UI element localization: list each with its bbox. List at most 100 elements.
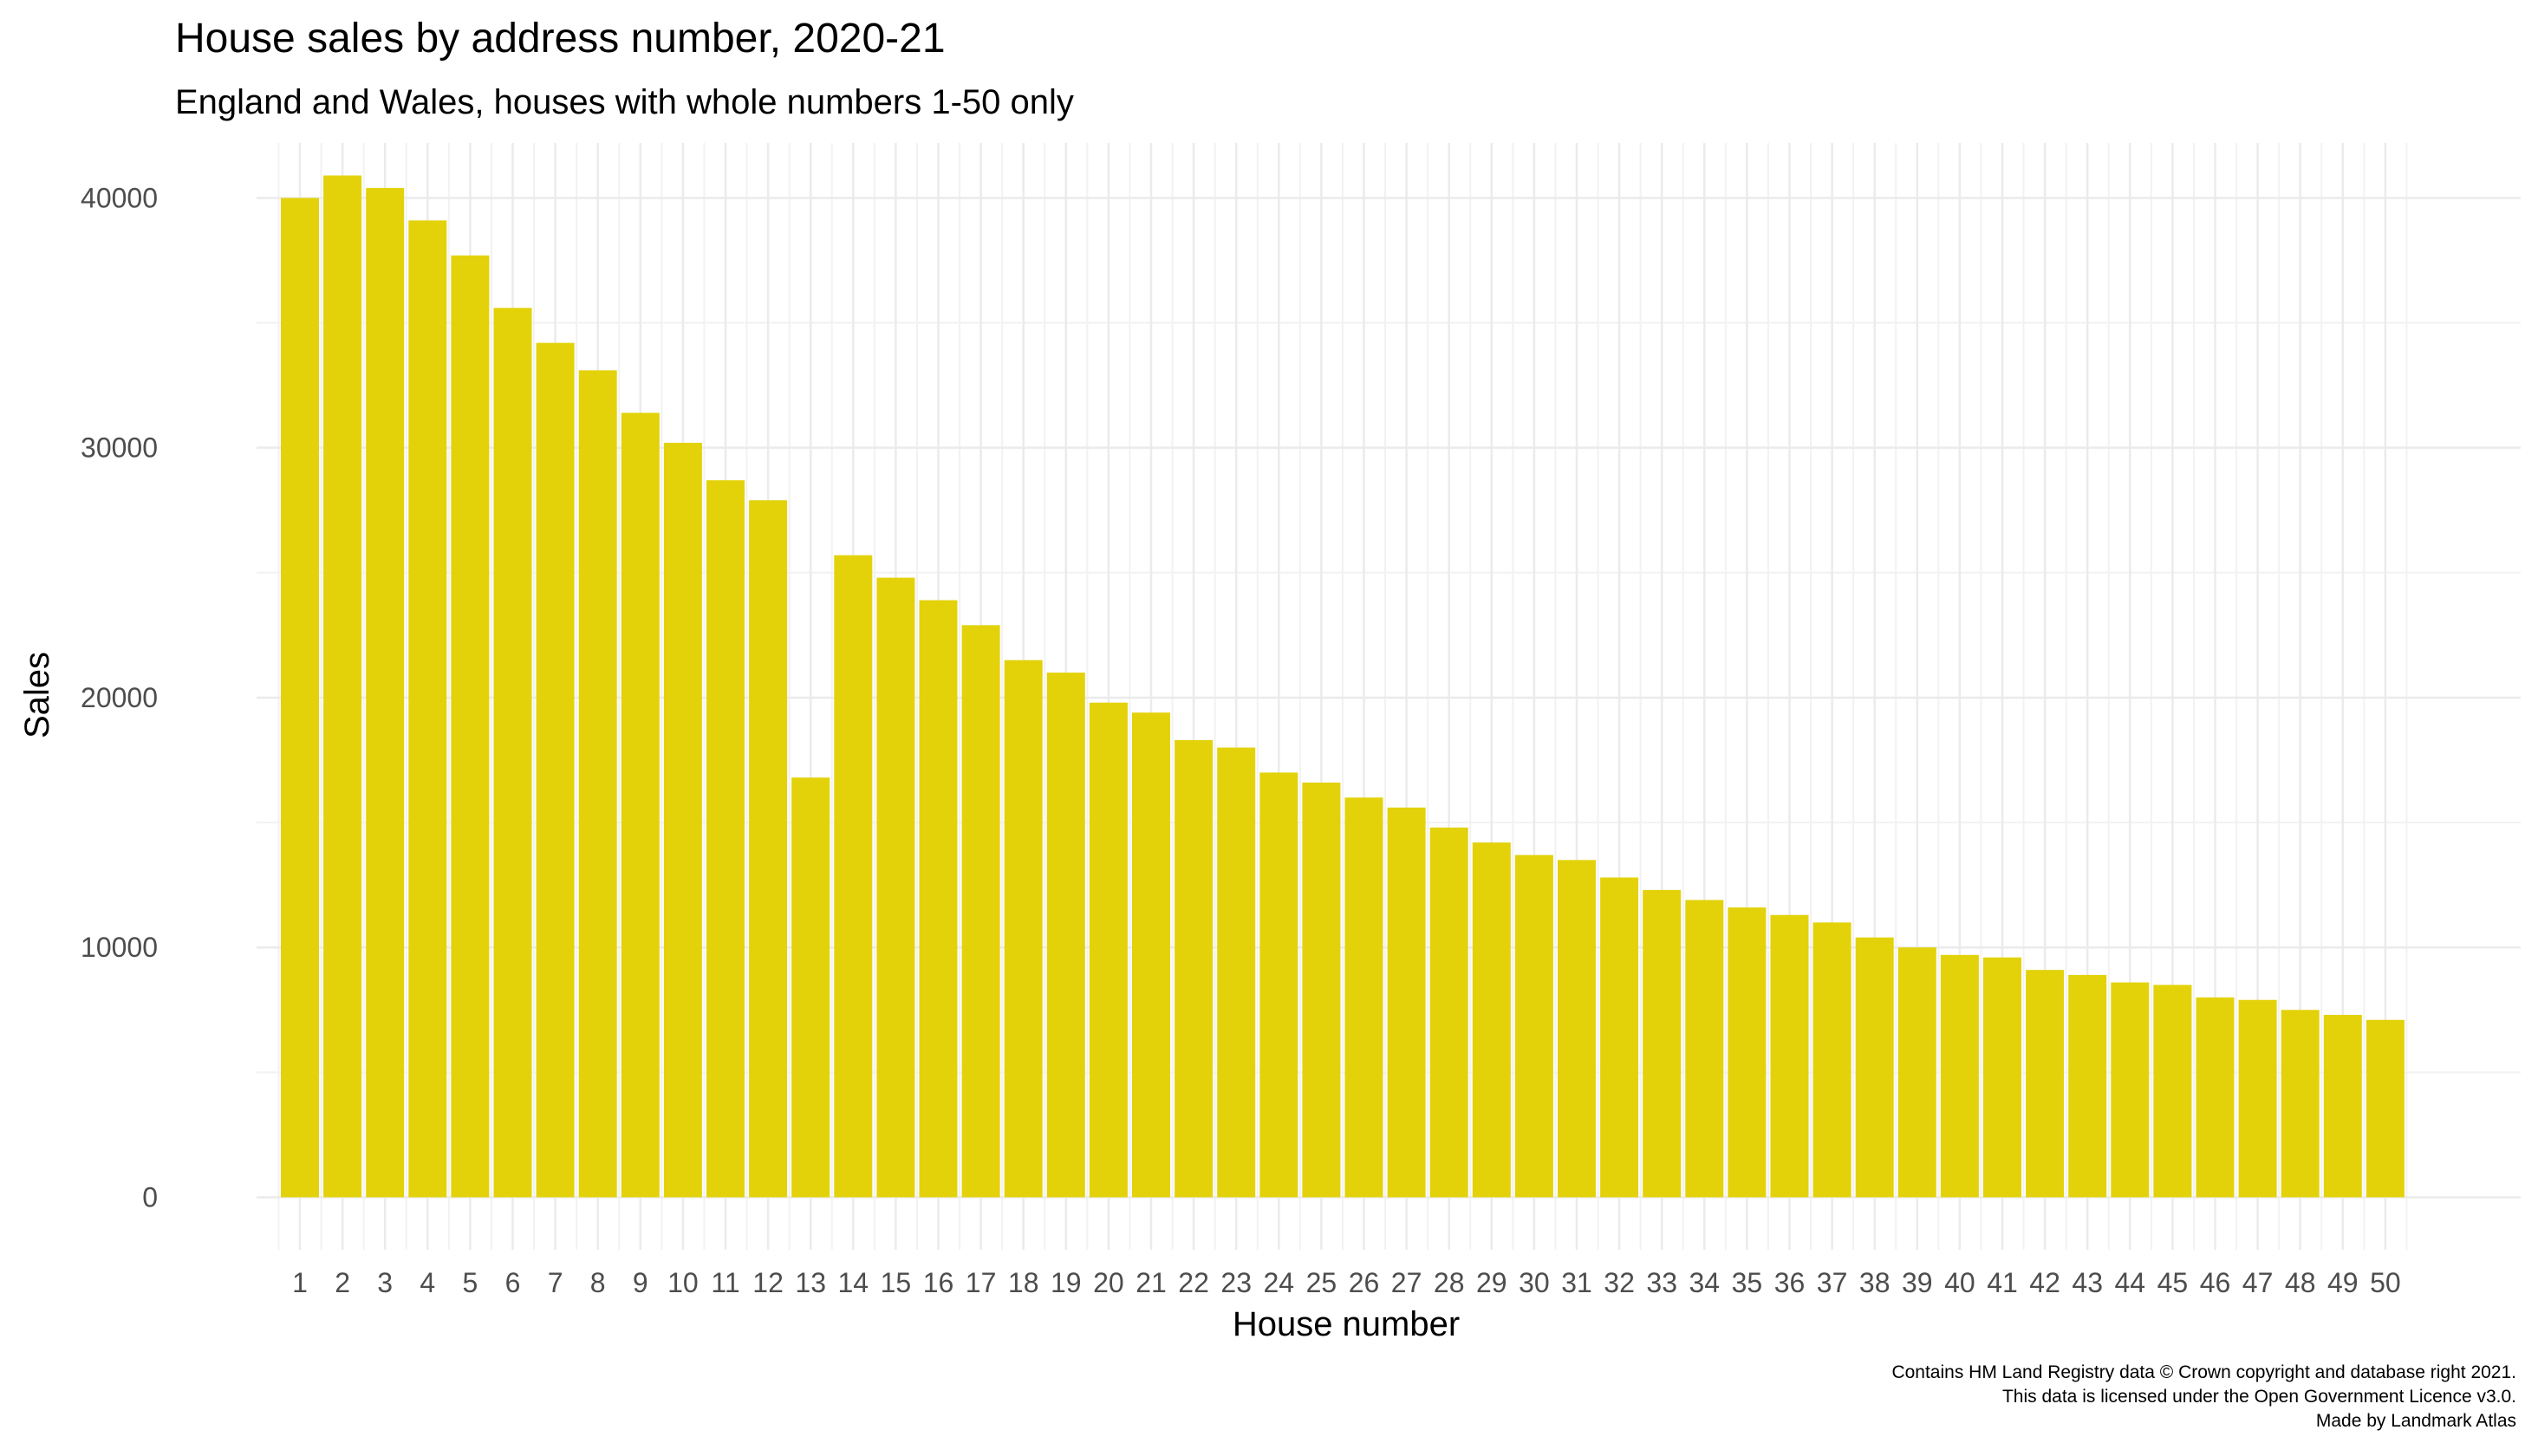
bar-house-33 (1643, 889, 1682, 1198)
bar-house-30 (1514, 855, 1553, 1198)
y-tick-label: 10000 (81, 932, 158, 963)
x-tick-label: 31 (1561, 1267, 1592, 1298)
bar-house-27 (1387, 807, 1426, 1198)
bar-house-17 (961, 625, 1000, 1198)
bar-house-19 (1046, 673, 1085, 1198)
x-tick-label: 14 (838, 1267, 869, 1298)
y-tick-label: 20000 (81, 682, 158, 713)
bar-house-3 (366, 187, 405, 1198)
x-tick-label: 43 (2072, 1267, 2103, 1298)
bar-house-35 (1728, 907, 1767, 1198)
x-tick-label: 13 (795, 1267, 826, 1298)
x-tick-label: 35 (1732, 1267, 1763, 1298)
bar-house-18 (1004, 660, 1043, 1198)
x-tick-label: 20 (1093, 1267, 1124, 1298)
x-tick-label: 18 (1008, 1267, 1039, 1298)
bar-house-10 (663, 442, 702, 1198)
x-tick-label: 30 (1519, 1267, 1550, 1298)
x-tick-label: 22 (1178, 1267, 1209, 1298)
bar-house-14 (834, 555, 873, 1198)
chart-subtitle: England and Wales, houses with whole num… (175, 83, 1074, 121)
x-tick-label: 5 (463, 1267, 478, 1298)
y-tick-label: 40000 (81, 182, 158, 213)
caption-line-3: Made by Landmark Atlas (2316, 1411, 2516, 1431)
bar-house-37 (1812, 922, 1851, 1198)
x-tick-label: 44 (2115, 1267, 2146, 1298)
y-tick-label: 0 (142, 1181, 158, 1212)
x-tick-label: 10 (667, 1267, 699, 1298)
bar-house-2 (323, 175, 362, 1198)
bar-house-4 (408, 220, 447, 1198)
x-tick-label: 37 (1817, 1267, 1848, 1298)
bar-house-43 (2068, 974, 2107, 1198)
x-tick-label: 6 (505, 1267, 521, 1298)
bar-house-32 (1600, 877, 1639, 1198)
bar-house-34 (1685, 900, 1724, 1198)
x-tick-label: 21 (1136, 1267, 1167, 1298)
x-tick-label: 1 (292, 1267, 308, 1298)
bar-house-40 (1940, 954, 1979, 1198)
bar-house-29 (1472, 842, 1511, 1198)
bar-house-31 (1558, 860, 1596, 1198)
x-tick-label: 34 (1689, 1267, 1721, 1298)
bar-house-24 (1259, 772, 1298, 1198)
caption-line-2: This data is licensed under the Open Gov… (2002, 1387, 2516, 1407)
x-tick-label: 12 (752, 1267, 784, 1298)
bar-house-44 (2111, 982, 2150, 1198)
bar-house-49 (2323, 1015, 2362, 1198)
bar-house-5 (451, 255, 490, 1198)
x-tick-label: 19 (1051, 1267, 1082, 1298)
x-tick-label: 4 (420, 1267, 435, 1298)
bar-house-25 (1302, 782, 1341, 1198)
bar-house-15 (876, 577, 915, 1198)
x-tick-label: 29 (1476, 1267, 1507, 1298)
bar-house-20 (1089, 702, 1128, 1198)
x-tick-label: 32 (1604, 1267, 1635, 1298)
x-tick-label: 17 (966, 1267, 997, 1298)
x-tick-label: 16 (923, 1267, 954, 1298)
x-tick-label: 23 (1220, 1267, 1252, 1298)
x-tick-label: 50 (2370, 1267, 2401, 1298)
x-tick-label: 11 (711, 1267, 739, 1298)
x-tick-label: 7 (548, 1267, 563, 1298)
x-tick-label: 38 (1859, 1267, 1890, 1298)
y-axis-label: Sales (18, 652, 56, 738)
x-tick-label: 2 (335, 1267, 350, 1298)
bar-house-36 (1770, 914, 1809, 1198)
x-tick-label: 41 (1987, 1267, 2018, 1298)
x-tick-label: 48 (2285, 1267, 2316, 1298)
x-tick-label: 26 (1349, 1267, 1380, 1298)
bar-house-6 (493, 308, 532, 1198)
x-tick-label: 24 (1264, 1267, 1295, 1298)
bar-house-13 (791, 777, 830, 1198)
bar-house-47 (2238, 999, 2277, 1198)
bar-house-26 (1344, 797, 1383, 1198)
caption-line-1: Contains HM Land Registry data © Crown c… (1891, 1362, 2516, 1382)
x-tick-label: 8 (590, 1267, 606, 1298)
x-tick-label: 45 (2157, 1267, 2189, 1298)
x-tick-label: 40 (1944, 1267, 1975, 1298)
x-tick-label: 25 (1306, 1267, 1337, 1298)
x-tick-label: 47 (2242, 1267, 2274, 1298)
x-axis-label: House number (1233, 1305, 1460, 1343)
chart-title: House sales by address number, 2020-21 (175, 16, 946, 62)
bar-house-38 (1855, 937, 1894, 1198)
bar-house-23 (1217, 747, 1256, 1198)
bar-house-21 (1132, 712, 1170, 1198)
bar-house-39 (1897, 947, 1936, 1198)
bar-house-50 (2366, 1019, 2405, 1198)
bar-house-28 (1429, 827, 1468, 1198)
y-tick-label: 30000 (81, 432, 158, 464)
bar-house-9 (621, 413, 660, 1198)
bar-house-11 (706, 480, 745, 1198)
x-tick-label: 49 (2327, 1267, 2359, 1298)
x-tick-label: 9 (633, 1267, 648, 1298)
bar-house-16 (919, 600, 958, 1198)
x-tick-label: 36 (1774, 1267, 1806, 1298)
x-tick-label: 42 (2029, 1267, 2060, 1298)
x-axis-tick-labels: 1 2 3 4 5 6 7 8 9 10 11 12 13 14 15 16 17 18 19 20 21 22 23 24 2… (292, 1267, 2401, 1298)
x-tick-label: 46 (2200, 1267, 2231, 1298)
bar-house-41 (1983, 957, 2021, 1198)
bar-house-7 (536, 342, 575, 1198)
